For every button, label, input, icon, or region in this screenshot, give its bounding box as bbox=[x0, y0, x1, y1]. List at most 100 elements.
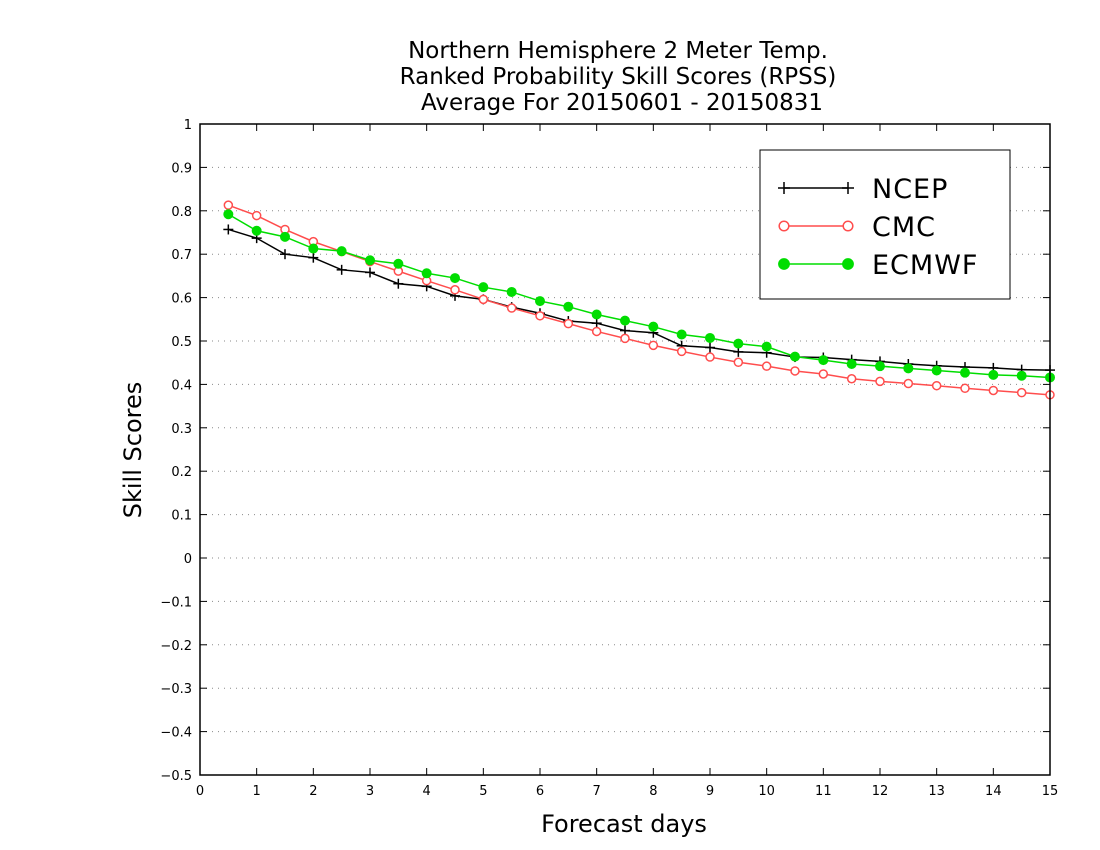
y-tick-label: 1 bbox=[184, 118, 192, 133]
legend-cmc-label: CMC bbox=[872, 212, 936, 243]
y-tick-label: 0.5 bbox=[171, 335, 192, 350]
series-ecmwf-point bbox=[393, 258, 404, 269]
series-cmc-point bbox=[875, 376, 885, 387]
legend-cmc-marker bbox=[842, 220, 854, 232]
series-cmc-point bbox=[733, 357, 744, 368]
y-tick-label: −0.2 bbox=[160, 639, 192, 654]
y-tick-label: 0.6 bbox=[171, 292, 192, 307]
legend-cmc-marker bbox=[778, 220, 790, 232]
series-ecmwf-point bbox=[903, 363, 914, 374]
series-ncep-point bbox=[280, 249, 290, 260]
y-axis-label: Skill Scores bbox=[119, 382, 147, 519]
legend-ecmwf-label: ECMWF bbox=[872, 250, 978, 281]
y-tick-label: 0 bbox=[184, 552, 192, 567]
y-tick-label: 0.2 bbox=[171, 465, 192, 480]
y-tick-label: −0.5 bbox=[160, 769, 192, 784]
x-tick-label: 5 bbox=[479, 784, 487, 799]
legend-ecmwf-marker bbox=[778, 258, 790, 270]
chart-title-line-2: Ranked Probability Skill Scores (RPSS) bbox=[400, 64, 837, 90]
series-ncep-point bbox=[705, 342, 715, 353]
x-tick-label: 1 bbox=[253, 784, 261, 799]
series-cmc-point bbox=[988, 385, 999, 396]
series-cmc-point bbox=[761, 361, 772, 371]
series-cmc-point bbox=[676, 346, 687, 357]
series-ecmwf-point bbox=[988, 369, 999, 380]
series-cmc-point bbox=[450, 285, 460, 295]
series-ecmwf-point bbox=[251, 225, 262, 236]
series-cmc-point bbox=[535, 311, 545, 321]
x-axis-label: Forecast days bbox=[541, 810, 707, 838]
series-cmc-point bbox=[648, 340, 659, 351]
x-tick-label: 9 bbox=[706, 784, 714, 799]
series-cmc-point bbox=[790, 366, 800, 376]
series-ecmwf-point bbox=[450, 273, 460, 284]
series-cmc-point bbox=[620, 333, 630, 344]
chart-title: Northern Hemisphere 2 Meter Temp. Ranked… bbox=[400, 38, 837, 116]
series-ecmwf-point bbox=[676, 329, 687, 340]
series-ecmwf-point bbox=[535, 296, 545, 307]
y-tick-label: −0.4 bbox=[160, 726, 192, 741]
series-ncep-point bbox=[308, 252, 319, 263]
series-cmc-point bbox=[251, 210, 262, 221]
x-tick-label: 15 bbox=[1042, 784, 1059, 799]
series-ecmwf-point bbox=[280, 231, 290, 242]
axis-ticks: −0.5 −0.4 −0.3 −0.2 −0.1 0 0.1 0.2 0.3 0.4 0.5 0.6 0… bbox=[160, 118, 1058, 799]
series-cmc-point bbox=[506, 303, 517, 313]
series-ncep-point bbox=[223, 224, 234, 235]
series-cmc-point bbox=[223, 200, 234, 210]
series-cmc-point bbox=[846, 374, 857, 384]
series-ncep-point bbox=[365, 267, 375, 278]
chart-title-line-3: Average For 20150601 - 20150831 bbox=[421, 90, 823, 116]
series-ecmwf-point bbox=[223, 209, 234, 220]
series-ecmwf-point bbox=[591, 309, 602, 320]
series-ecmwf-point bbox=[846, 359, 857, 370]
legend-box bbox=[759, 149, 1011, 300]
y-tick-label: −0.1 bbox=[160, 595, 192, 610]
legend-ncep-marker bbox=[842, 182, 854, 194]
series-area bbox=[223, 200, 1055, 400]
y-tick-label: 0.7 bbox=[171, 248, 192, 263]
series-ncep-point bbox=[336, 264, 347, 275]
series-ecmwf-point bbox=[960, 367, 970, 378]
series-ecmwf-point bbox=[421, 268, 432, 279]
series-ecmwf-point bbox=[705, 332, 715, 343]
x-tick-label: 12 bbox=[872, 784, 889, 799]
series-ecmwf-point bbox=[506, 286, 517, 297]
series-ecmwf-point bbox=[365, 255, 375, 266]
y-tick-label: −0.3 bbox=[160, 682, 192, 697]
series-cmc-point bbox=[931, 380, 942, 391]
series-ecmwf-point bbox=[563, 301, 574, 312]
legend: NCEP CMC ECMWF bbox=[759, 149, 1011, 300]
series-ecmwf-point bbox=[790, 351, 800, 362]
y-tick-label: 0.1 bbox=[171, 509, 192, 524]
plot-frame bbox=[199, 123, 1051, 776]
y-tick-label: 0.4 bbox=[171, 378, 192, 393]
series-ncep-point bbox=[591, 318, 602, 329]
series-cmc-point bbox=[960, 383, 970, 394]
series-cmc-point bbox=[705, 352, 715, 362]
series-ecmwf bbox=[223, 209, 1055, 383]
x-tick-label: 13 bbox=[928, 784, 945, 799]
series-cmc-point bbox=[1016, 387, 1027, 398]
series-ecmwf-point bbox=[931, 365, 942, 376]
series-ecmwf-point bbox=[1016, 370, 1027, 381]
x-tick-label: 10 bbox=[758, 784, 775, 799]
series-ecmwf-point bbox=[733, 338, 744, 349]
legend-ecmwf-marker bbox=[842, 258, 854, 270]
y-tick-label: 0.8 bbox=[171, 205, 192, 220]
series-ecmwf-point bbox=[875, 361, 885, 372]
x-tick-label: 0 bbox=[196, 784, 204, 799]
y-tick-label: 0.3 bbox=[171, 422, 192, 437]
y-tick-label: 0.9 bbox=[171, 161, 192, 176]
x-tick-label: 11 bbox=[815, 784, 832, 799]
series-cmc-point bbox=[903, 378, 914, 389]
series-ecmwf-point bbox=[478, 282, 489, 293]
series-cmc-point bbox=[818, 369, 829, 379]
x-tick-label: 2 bbox=[309, 784, 317, 799]
legend-ncep-marker bbox=[778, 182, 790, 194]
series-cmc-point bbox=[591, 326, 602, 337]
x-tick-label: 8 bbox=[649, 784, 657, 799]
x-tick-label: 14 bbox=[985, 784, 1002, 799]
series-ecmwf-point bbox=[620, 315, 630, 326]
